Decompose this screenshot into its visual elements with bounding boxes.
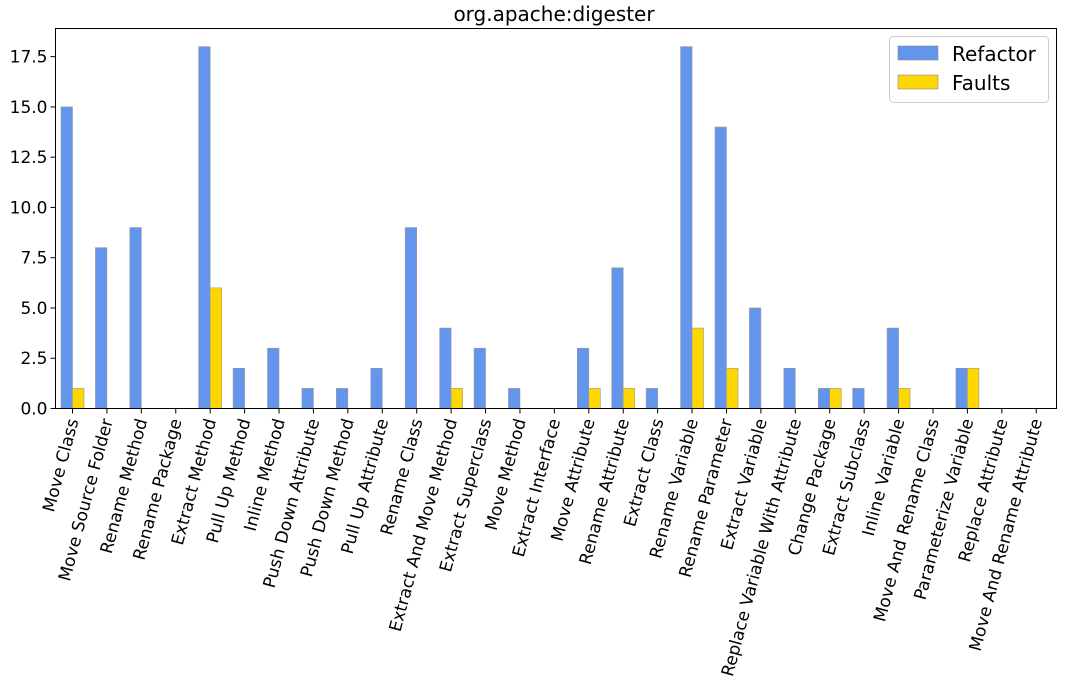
bar-refactor-extract-variable: [749, 307, 762, 409]
chart-title: org.apache:digester: [453, 2, 655, 26]
bar-refactor-rename-attribute: [611, 267, 624, 409]
bar-refactor-rename-method: [129, 227, 142, 409]
legend-label-refactor: Refactor: [952, 42, 1037, 66]
bar-refactor-rename-class: [404, 227, 418, 409]
bar-faults-move-class: [72, 388, 85, 409]
bar-refactor-replace-variable-with-attribute: [783, 367, 796, 409]
bar-refactor-parameterize-variable: [955, 367, 968, 409]
bar-faults-rename-variable: [691, 327, 704, 409]
bar-refactor-extract-superclass: [473, 347, 486, 409]
y-tick-label: 0.0: [20, 400, 47, 420]
bar-faults-rename-attribute: [622, 388, 636, 409]
bar-refactor-push-down-attribute: [301, 388, 314, 409]
bar-refactor-pull-up-method: [232, 367, 245, 409]
y-tick-label: 12.5: [10, 148, 48, 168]
bar-refactor-inline-variable: [886, 327, 899, 409]
y-tick-label: 17.5: [10, 48, 48, 68]
bar-refactor-move-method: [508, 388, 521, 409]
bar-faults-extract-method: [209, 287, 222, 409]
bar-refactor-move-class: [60, 106, 73, 409]
y-tick-label: 7.5: [20, 249, 47, 269]
bar-refactor-extract-method: [198, 46, 211, 409]
bar-refactor-extract-class: [645, 388, 658, 409]
y-tick-label: 5.0: [20, 299, 47, 319]
bar-refactor-move-source-folder: [95, 247, 108, 409]
y-axis-ticks: 0.0 2.5 5.0 7.5 10.0 12.5 15.0 17.5: [10, 48, 56, 420]
bar-faults-inline-variable: [898, 388, 911, 409]
bar-refactor-rename-variable: [680, 46, 693, 409]
legend: Refactor Faults: [889, 36, 1049, 103]
bar-refactor-change-package: [817, 388, 831, 409]
bar-faults-move-attribute: [588, 388, 601, 409]
bars-layer: [60, 46, 980, 409]
y-tick-label: 10.0: [10, 198, 48, 218]
bar-refactor-rename-parameter: [714, 126, 727, 409]
legend-label-faults: Faults: [952, 71, 1010, 95]
bar-refactor-inline-method: [267, 347, 280, 409]
bar-faults-change-package: [829, 388, 842, 409]
bar-refactor-push-down-method: [336, 388, 349, 409]
bar-refactor-extract-and-move-method: [439, 327, 452, 409]
y-tick-label: 2.5: [20, 349, 47, 369]
bar-faults-rename-parameter: [726, 367, 739, 409]
bar-refactor-pull-up-attribute: [370, 367, 383, 409]
plot-frame: [55, 28, 1057, 409]
legend-swatch-faults: [897, 74, 939, 90]
legend-swatch-refactor: [897, 45, 939, 61]
bar-faults-parameterize-variable: [967, 367, 980, 409]
y-tick-label: 15.0: [10, 98, 48, 118]
bar-refactor-move-attribute: [576, 347, 590, 409]
bar-faults-extract-and-move-method: [450, 388, 463, 409]
bar-refactor-extract-subclass: [852, 388, 865, 409]
